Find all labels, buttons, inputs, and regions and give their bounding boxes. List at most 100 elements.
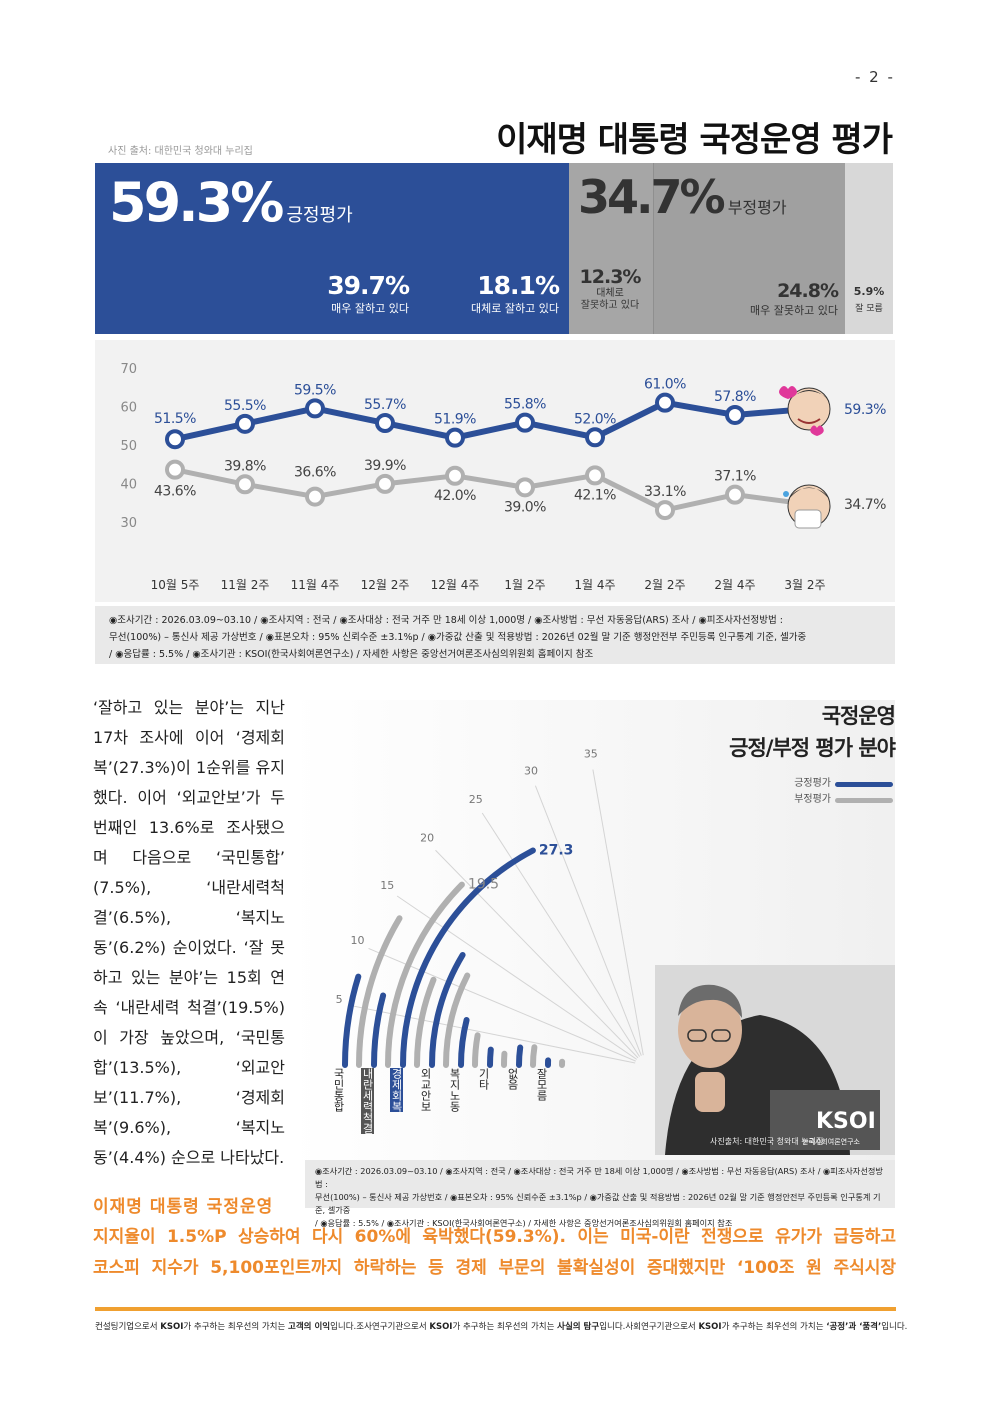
category-label: 복지노동 [448, 1068, 461, 1112]
data-point [375, 473, 395, 494]
data-label: 61.0% [644, 377, 686, 393]
very-bad-segment [653, 163, 845, 334]
negative-pct: 34.7% [578, 170, 726, 224]
data-label: 39.9% [364, 458, 406, 474]
x-tick-label: 1월 2주 [504, 578, 545, 592]
value-label: 19.5 [468, 877, 499, 893]
category-label: 경제회복 [390, 1068, 403, 1112]
category-label: 잘모름 [535, 1068, 548, 1101]
data-point [445, 465, 465, 486]
negative-arc [385, 881, 465, 1068]
negative-face-icon [783, 484, 831, 529]
positive-arc [341, 973, 362, 1068]
unknown-segment [845, 163, 893, 334]
data-point [165, 429, 185, 450]
survey-notes-line: / ◉응답률 : 5.5% / ◉조사기관 : KSOI(한국사회여론연구소) … [109, 649, 594, 660]
highlight-line: 코스피 지수가 5,100포인트까지 하락하는 등 경제 부문의 불확실성이 증… [93, 1258, 896, 1278]
legend-positive: 긍정평가 [794, 776, 893, 792]
survey-notes-line: / ◉응답률 : 5.5% / ◉조사기관 : KSOI(한국사회여론연구소) … [315, 1218, 733, 1228]
scale-tick-label: 15 [380, 879, 394, 892]
category-label: 없음 [506, 1068, 519, 1090]
data-label: 52.0% [574, 411, 616, 427]
data-label: 43.6% [154, 484, 196, 500]
data-label: 39.0% [504, 499, 546, 515]
data-point [655, 392, 675, 413]
survey-notes-line: 무선(100%) – 통신사 제공 가상번호 / ◉표본오차 : 95% 신뢰수… [109, 632, 807, 643]
negative-arc [471, 1032, 481, 1068]
data-point [305, 486, 325, 507]
x-tick-label: 3월 2주 [784, 578, 825, 592]
photo-person [665, 984, 880, 1155]
data-label: 37.1% [714, 469, 756, 485]
survey-notes: ◉조사기간 : 2026.03.09~03.10 / ◉조사지역 : 전국 / … [95, 606, 895, 664]
data-point [585, 427, 605, 448]
data-label: 59.3% [844, 402, 886, 418]
photo-caption: 사진출처: 대한민국 청와대 누리집 [710, 1136, 823, 1146]
footer-divider [95, 1307, 896, 1311]
scale-tick-label: 25 [469, 793, 483, 806]
series-line [174, 467, 806, 513]
value-label: 27.3 [539, 843, 574, 859]
negative-label: 부정평가 [727, 198, 787, 217]
x-tick-label: 10월 5주 [151, 578, 200, 592]
data-point [725, 484, 745, 505]
unknown-label: 잘 모름 [855, 304, 883, 314]
scale-tick-label: 5 [336, 993, 343, 1006]
data-point [585, 465, 605, 486]
fairly-bad-label1: 대체로 [596, 288, 624, 299]
survey-notes-small: ◉조사기간 : 2026.03.09~03.10 / ◉조사지역 : 전국 / … [305, 1160, 895, 1228]
fairly-bad-pct: 12.3% [579, 266, 642, 288]
x-tick-label: 2월 2주 [644, 578, 685, 592]
very-bad-pct: 24.8% [777, 280, 839, 302]
unknown-pct: 5.9% [853, 285, 885, 298]
scale-tick-label: 10 [350, 934, 364, 947]
data-point [515, 412, 535, 433]
y-tick-label: 70 [120, 362, 137, 377]
survey-notes-line: 무선(100%) – 통신사 제공 가상번호 / ◉표본오차 : 95% 신뢰수… [315, 1192, 881, 1215]
photo-credit: 사진 출처: 대한민국 청와대 누리집 [108, 146, 253, 157]
data-point [375, 413, 395, 434]
positive-label: 긍정평가 [286, 205, 353, 226]
data-point [305, 398, 325, 419]
y-tick-label: 30 [120, 516, 137, 531]
survey-notes-line: ◉조사기간 : 2026.03.09~03.10 / ◉조사지역 : 전국 / … [315, 1166, 883, 1189]
category-label: 기타 [477, 1068, 490, 1090]
fairly-bad-label2: 잘못하고 있다 [580, 300, 640, 311]
negative-arc [356, 915, 403, 1068]
data-point [235, 413, 255, 434]
data-label: 34.7% [844, 497, 886, 513]
body-paragraph: ‘잘하고 있는 분야’는 지난 17차 조사에 이어 ‘경제회복’(27.3%)… [93, 698, 285, 1167]
field-chart: 사진출처: 대한민국 청와대 누리집 KSOI 한국사회여론연구소 5 10 15 2… [290, 700, 896, 1160]
data-point [235, 474, 255, 495]
y-tick-label: 50 [120, 439, 137, 454]
positive-face-icon [779, 386, 831, 436]
scale-tick-label: 35 [584, 748, 598, 761]
data-point [445, 427, 465, 448]
data-label: 59.5% [294, 382, 336, 398]
data-label: 39.8% [224, 458, 266, 474]
fairly-good-pct: 18.1% [477, 271, 560, 300]
positive-arc [429, 952, 466, 1068]
very-good-label: 매우 잘하고 있다 [331, 302, 409, 315]
scale-tick-label: 30 [524, 765, 538, 778]
positive-arc [371, 992, 387, 1068]
footer-item: 컨설팅기업으로서 KSOI가 추구하는 최우선의 가치는 고객의 이익입니다. [95, 1322, 357, 1332]
x-tick-label: 1월 4주 [574, 578, 615, 592]
page-number: - 2 - [855, 68, 895, 86]
x-tick-label: 12월 2주 [361, 578, 410, 592]
positive-arc [515, 1044, 524, 1068]
data-point [515, 477, 535, 498]
category-label: 국민통합 [332, 1068, 345, 1112]
negative-arc [414, 976, 437, 1068]
scale-ray [592, 769, 644, 1056]
data-label: 55.5% [224, 398, 266, 414]
footer: 컨설팅기업으로서 KSOI가 추구하는 최우선의 가치는 고객의 이익입니다. … [95, 1320, 907, 1332]
data-label: 42.0% [434, 488, 476, 504]
scale-ray [396, 895, 638, 1060]
data-label: 42.1% [574, 487, 616, 503]
data-label: 55.8% [504, 397, 546, 413]
negative-arc [443, 972, 471, 1068]
scale-ray [368, 948, 636, 1062]
ksoi-logo: KSOI [816, 1109, 876, 1134]
scale-ray [435, 849, 639, 1059]
